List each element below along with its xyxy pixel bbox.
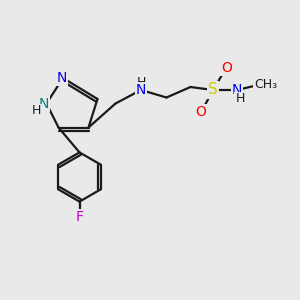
Text: N: N xyxy=(56,71,67,85)
Text: O: O xyxy=(221,61,232,74)
Text: N: N xyxy=(136,83,146,97)
Text: H: H xyxy=(32,104,42,118)
Text: S: S xyxy=(208,82,218,98)
Text: F: F xyxy=(76,210,83,224)
Text: N: N xyxy=(38,97,49,110)
Text: H: H xyxy=(235,92,245,106)
Text: N: N xyxy=(232,83,242,97)
Text: O: O xyxy=(196,106,206,119)
Text: CH₃: CH₃ xyxy=(254,77,277,91)
Text: H: H xyxy=(136,76,146,89)
